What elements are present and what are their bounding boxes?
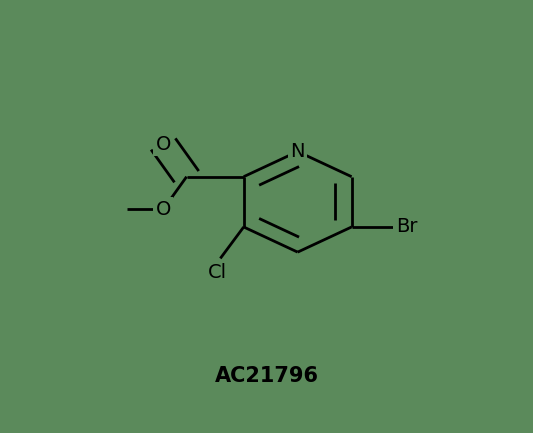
Text: AC21796: AC21796 [214,366,319,386]
Text: Br: Br [395,217,417,236]
Text: O: O [156,135,171,154]
Text: Cl: Cl [208,262,227,281]
Text: N: N [290,142,305,161]
Text: O: O [156,200,171,219]
